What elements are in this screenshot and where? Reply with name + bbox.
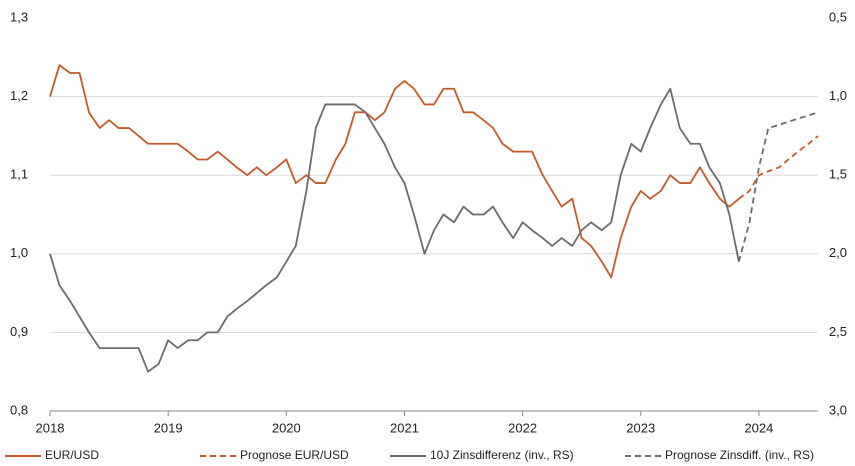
y-tick-label: 1,3 [10, 9, 28, 24]
y2-tick-label: 2,0 [829, 245, 847, 260]
x-tick-label: 2020 [272, 420, 301, 435]
series-line [49, 64, 740, 279]
y2-tick-label: 3,0 [829, 402, 847, 417]
x-tick-label: 2019 [154, 420, 183, 435]
x-tick-label: 2024 [744, 420, 773, 435]
x-tick-label: 2021 [390, 420, 419, 435]
y2-tick-label: 0,5 [829, 9, 847, 24]
y2-tick-label: 1,0 [829, 88, 847, 103]
legend: EUR/USD Prognose EUR/USD 10J Zinsdifferenz… [5, 448, 814, 462]
y2-tick-label: 2,5 [829, 324, 847, 339]
y-tick-label: 1,1 [10, 167, 28, 182]
legend-label: Prognose Zinsdiff. (inv., RS) [665, 448, 814, 462]
series-line [737, 111, 819, 262]
y-tick-label: 1,2 [10, 88, 28, 103]
series-line [738, 135, 819, 200]
series-line [49, 87, 740, 373]
x-tick-label: 2023 [626, 420, 655, 435]
legend-label: 10J Zinsdifferenz (inv., RS) [430, 448, 574, 462]
x-tick-label: 2018 [36, 420, 65, 435]
legend-label: Prognose EUR/USD [240, 448, 349, 462]
y-tick-label: 0,8 [10, 402, 28, 417]
x-tick-label: 2022 [508, 420, 537, 435]
legend-label: EUR/USD [45, 448, 99, 462]
y-tick-label: 0,9 [10, 324, 28, 339]
y-tick-label: 1,0 [10, 245, 28, 260]
y2-tick-label: 1,5 [829, 167, 847, 182]
